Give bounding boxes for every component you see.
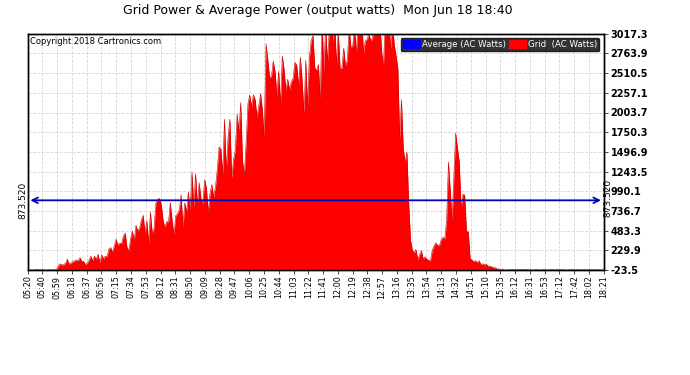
- Text: 873.520: 873.520: [18, 182, 27, 219]
- Legend: Average (AC Watts), Grid  (AC Watts): Average (AC Watts), Grid (AC Watts): [401, 38, 600, 51]
- Text: 873.520: 873.520: [604, 180, 613, 220]
- Text: Copyright 2018 Cartronics.com: Copyright 2018 Cartronics.com: [30, 37, 161, 46]
- Text: Grid Power & Average Power (output watts)  Mon Jun 18 18:40: Grid Power & Average Power (output watts…: [123, 4, 512, 17]
